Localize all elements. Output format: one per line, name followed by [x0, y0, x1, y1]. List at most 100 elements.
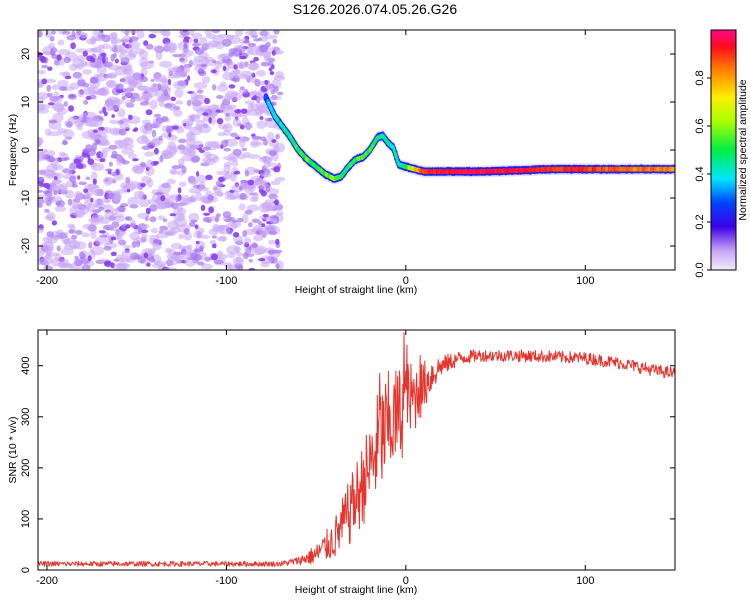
- noise-speckle: [216, 84, 229, 92]
- colorbar-tick-label: 0.4: [694, 166, 706, 181]
- noise-speckle: [171, 202, 179, 210]
- snr-x-tick-label: -100: [215, 575, 237, 587]
- noise-speckle: [241, 213, 249, 224]
- noise-speckle: [129, 231, 140, 241]
- noise-speckle: [145, 207, 151, 215]
- noise-speckle: [58, 86, 68, 91]
- noise-speckle: [72, 71, 83, 79]
- noise-speckle: [127, 196, 139, 207]
- noise-speckle: [96, 198, 111, 204]
- noise-speckle: [48, 150, 56, 158]
- noise-speckle: [239, 55, 247, 60]
- colorbar-tick-label: 0.8: [694, 70, 706, 85]
- spectrogram-x-tick-label: -100: [215, 275, 237, 287]
- noise-speckle: [212, 243, 217, 249]
- noise-speckle: [136, 30, 145, 39]
- snr-y-tick-label: 200: [20, 459, 32, 477]
- noise-speckle: [164, 230, 176, 237]
- noise-speckle: [44, 30, 53, 38]
- noise-speckle: [161, 149, 170, 157]
- noise-speckle: [130, 223, 136, 228]
- noise-speckle: [92, 30, 103, 37]
- noise-speckle: [38, 176, 44, 182]
- noise-speckle: [259, 116, 264, 120]
- snr-y-tick-label: 100: [20, 510, 32, 528]
- snr-x-tick-label: -200: [36, 575, 58, 587]
- noise-speckle: [186, 133, 196, 142]
- noise-speckle: [244, 100, 255, 105]
- noise-speckle: [139, 49, 149, 60]
- noise-speckle: [123, 68, 134, 76]
- noise-speckle: [198, 70, 207, 77]
- noise-speckle: [49, 35, 55, 42]
- noise-speckle: [98, 110, 104, 114]
- noise-speckle: [83, 61, 96, 67]
- noise-speckle: [200, 263, 213, 270]
- noise-speckle: [85, 96, 92, 100]
- noise-speckle: [241, 147, 247, 152]
- noise-speckle: [85, 176, 91, 180]
- noise-speckle: [207, 194, 214, 201]
- noise-speckle: [118, 128, 127, 136]
- noise-speckle: [163, 197, 171, 206]
- noise-speckle: [149, 99, 158, 110]
- noise-speckle: [251, 242, 258, 249]
- noise-speckle: [193, 140, 203, 148]
- noise-speckle: [270, 89, 275, 95]
- noise-speckle: [211, 235, 217, 239]
- noise-speckle: [50, 30, 56, 35]
- noise-speckle: [269, 217, 278, 225]
- noise-speckle: [152, 46, 161, 52]
- noise-speckle: [58, 151, 66, 157]
- noise-speckle: [90, 171, 98, 182]
- chart-title: S126.2026.074.05.26.G26: [293, 1, 457, 17]
- noise-speckle: [82, 86, 96, 96]
- noise-speckle: [160, 132, 174, 138]
- noise-speckle: [214, 259, 224, 265]
- noise-speckle: [188, 212, 200, 222]
- noise-speckle: [159, 78, 168, 84]
- noise-speckle: [90, 163, 105, 172]
- noise-speckle: [273, 166, 281, 173]
- noise-speckle: [212, 84, 217, 91]
- noise-speckle: [154, 191, 164, 196]
- noise-speckle: [123, 47, 133, 54]
- noise-speckle: [104, 209, 114, 220]
- noise-speckle: [80, 205, 89, 215]
- noise-speckle: [253, 56, 259, 62]
- noise-speckle: [139, 161, 146, 167]
- noise-speckle: [77, 79, 87, 87]
- noise-speckle: [168, 146, 177, 156]
- noise-speckle: [39, 257, 54, 265]
- noise-speckle: [259, 30, 271, 36]
- noise-speckle: [108, 161, 113, 167]
- noise-speckle: [81, 265, 90, 270]
- noise-speckle: [79, 251, 86, 260]
- noise-speckle: [130, 252, 140, 260]
- noise-speckle: [212, 30, 219, 34]
- noise-speckle: [234, 30, 244, 37]
- noise-speckle: [96, 72, 108, 82]
- noise-speckle: [112, 193, 122, 203]
- noise-speckle-field: [38, 30, 286, 270]
- noise-speckle: [187, 114, 202, 119]
- noise-speckle: [151, 263, 166, 269]
- noise-speckle: [215, 180, 223, 187]
- noise-speckle: [83, 192, 91, 202]
- noise-speckle: [141, 145, 152, 151]
- noise-speckle: [163, 41, 177, 50]
- noise-speckle: [250, 141, 264, 146]
- noise-speckle: [62, 139, 67, 146]
- noise-speckle: [269, 71, 275, 76]
- noise-speckle: [119, 52, 127, 61]
- noise-speckle: [124, 100, 134, 106]
- noise-speckle: [104, 260, 112, 267]
- noise-speckle: [158, 135, 163, 141]
- noise-speckle: [132, 184, 140, 189]
- noise-speckle: [238, 203, 246, 211]
- noise-speckle: [57, 79, 69, 89]
- noise-speckle: [38, 203, 43, 208]
- noise-speckle: [244, 209, 253, 215]
- noise-speckle: [46, 157, 56, 163]
- noise-speckle: [172, 125, 179, 130]
